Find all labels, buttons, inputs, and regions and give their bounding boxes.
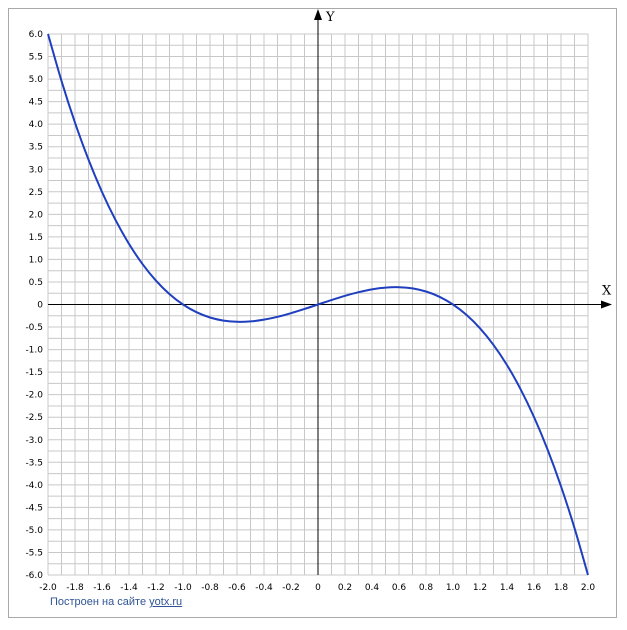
y-tick-label: -2.0 [25, 391, 43, 401]
x-tick-label: 1.0 [446, 583, 461, 593]
y-tick-label: -6.0 [25, 571, 43, 581]
y-tick-label: 5.5 [29, 53, 43, 63]
credit-text: Построен на сайте [50, 596, 147, 608]
y-tick-label: -0.5 [25, 323, 43, 333]
y-tick-label: 0.5 [29, 278, 43, 288]
y-tick-label: -1.5 [25, 368, 43, 378]
x-tick-labels: -2.0 -1.8 -1.6 -1.4 -1.2 -1.0 -0.8 -0.6 -0.4 -0.2… [39, 583, 595, 593]
y-tick-labels: 6.0 5.5 5.0 4.5 4.0 3.5 3.0 2.5 2.0 1.5 1.0 0.5 0 -0.… [25, 30, 43, 581]
x-tick-label: -0.2 [282, 583, 300, 593]
x-tick-label: -1.8 [66, 583, 84, 593]
y-tick-label: 5.0 [29, 75, 44, 85]
y-tick-label: -4.5 [25, 503, 43, 513]
x-axis-label: X [602, 284, 612, 299]
x-tick-label: 1.2 [473, 583, 487, 593]
x-tick-label: 1.6 [527, 583, 542, 593]
series-line [47, 33, 589, 576]
y-tick-label: 3.5 [29, 143, 43, 153]
credit-line: Построен на сайте yotx.ru [50, 596, 182, 608]
x-tick-label: -2.0 [39, 583, 57, 593]
y-tick-label: 1.0 [29, 255, 44, 265]
series-group [47, 33, 589, 576]
y-tick-label: 1.5 [29, 233, 43, 243]
axes [48, 9, 612, 575]
y-tick-label: -3.5 [25, 458, 43, 468]
x-axis-arrow [601, 300, 612, 309]
y-axis-label: Y [325, 10, 335, 25]
x-tick-label: -1.2 [147, 583, 165, 593]
y-tick-label: 0 [37, 301, 43, 311]
x-tick-label: 0.4 [365, 583, 380, 593]
x-tick-label: -0.4 [255, 583, 273, 593]
y-tick-label: -1.0 [25, 346, 43, 356]
x-tick-label: -1.6 [93, 583, 111, 593]
y-tick-label: 3.0 [29, 165, 44, 175]
y-tick-label: 4.5 [29, 98, 43, 108]
x-tick-label: -0.6 [228, 583, 246, 593]
credit-link[interactable]: yotx.ru [149, 596, 183, 608]
x-tick-label: 1.8 [554, 583, 569, 593]
y-tick-label: -5.0 [25, 526, 43, 536]
y-tick-label: -3.0 [25, 436, 43, 446]
x-tick-label: 0.8 [419, 583, 434, 593]
y-tick-label: -4.0 [25, 481, 43, 491]
x-tick-label: 0.2 [338, 583, 352, 593]
y-tick-label: -2.5 [25, 413, 43, 423]
y-tick-label: 6.0 [29, 30, 44, 40]
y-tick-label: -5.5 [25, 548, 43, 558]
y-axis-arrow [314, 9, 322, 20]
x-tick-label: 2.0 [581, 583, 596, 593]
chart-frame [8, 8, 617, 618]
x-tick-label: -0.8 [201, 583, 219, 593]
x-tick-label: 0.6 [392, 583, 407, 593]
y-tick-label: 2.5 [29, 188, 43, 198]
y-tick-label: 4.0 [29, 120, 44, 130]
x-tick-label: -1.0 [174, 583, 192, 593]
y-tick-label: 2.0 [29, 210, 44, 220]
x-tick-label: -1.4 [120, 583, 138, 593]
x-tick-label: 0 [315, 583, 321, 593]
x-tick-label: 1.4 [500, 583, 515, 593]
